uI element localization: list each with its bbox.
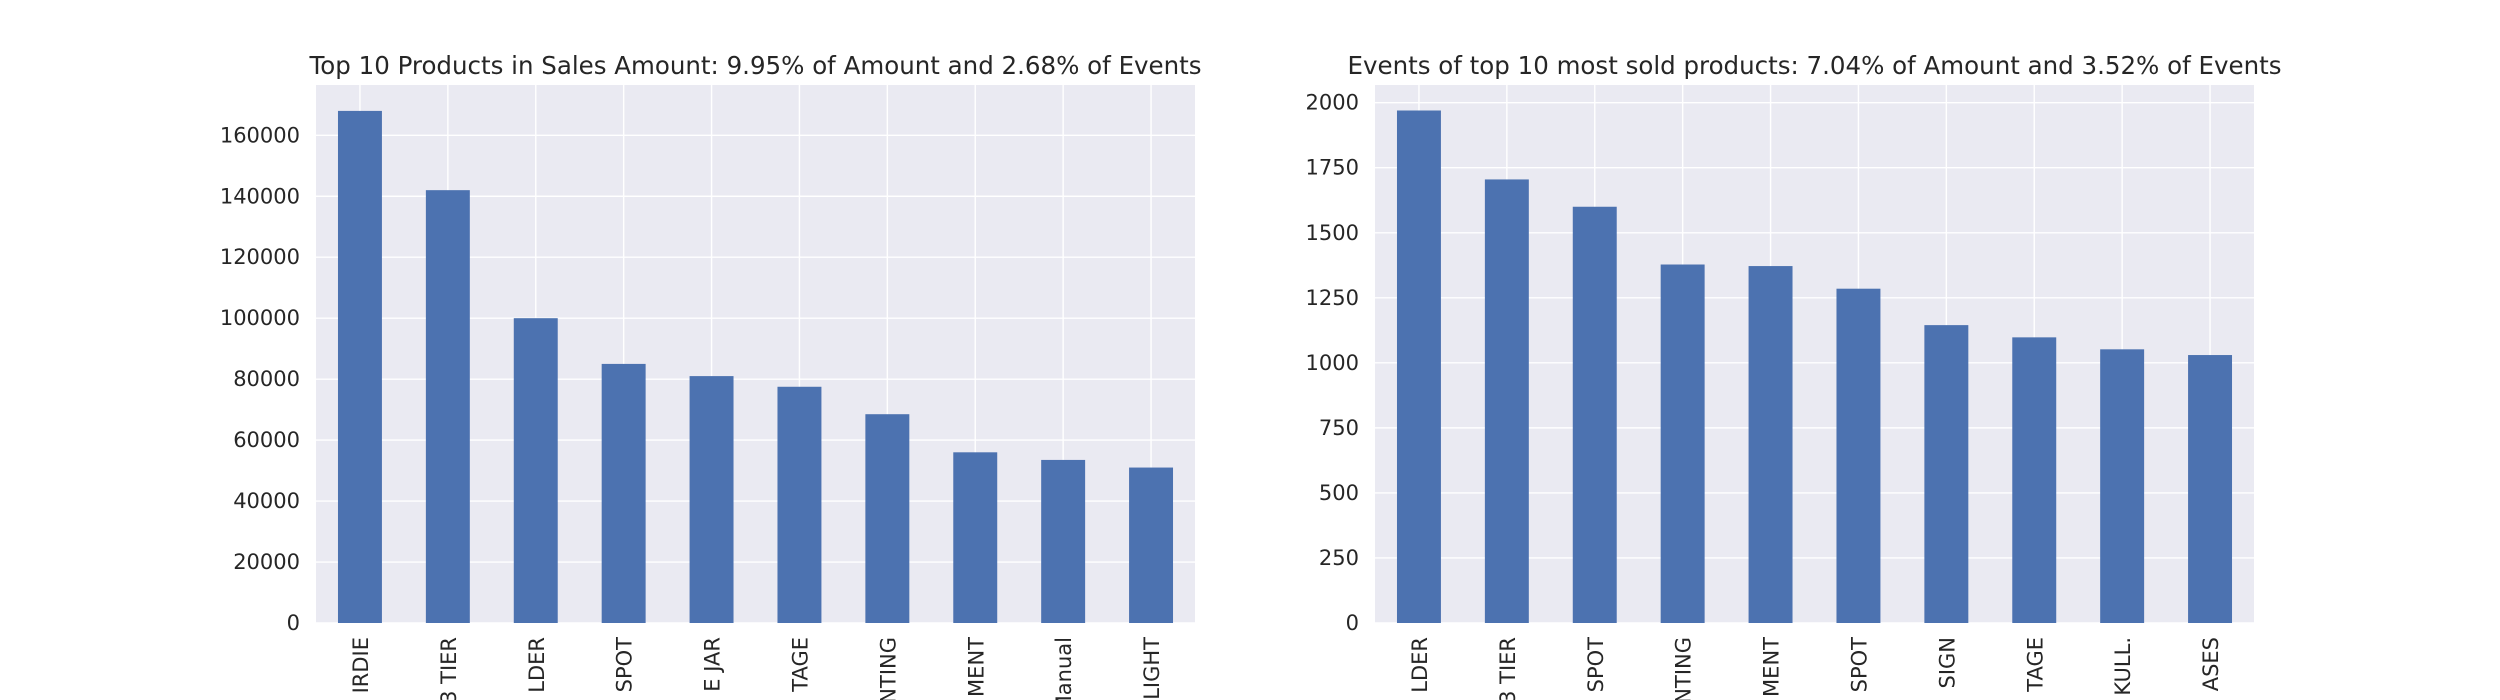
y-tick-label: 0 xyxy=(1346,611,1359,635)
bar xyxy=(2100,349,2145,623)
y-tick-label: 80000 xyxy=(233,367,300,391)
x-tick-label: 3 TIER xyxy=(1496,637,1520,700)
x-tick-label: LDER xyxy=(525,637,549,693)
y-tick-label: 1250 xyxy=(1306,286,1359,310)
bar xyxy=(1129,467,1174,623)
x-tick-label: SPOT xyxy=(1847,637,1871,693)
bar xyxy=(953,452,998,623)
y-tick-label: 250 xyxy=(1319,546,1359,570)
x-tick-label: TAGE xyxy=(2023,637,2047,693)
x-tick-label: TAGE xyxy=(788,637,812,693)
y-tick-label: 40000 xyxy=(233,489,300,513)
bar xyxy=(1748,266,1793,623)
y-tick-label: 1500 xyxy=(1306,221,1359,245)
y-tick-label: 20000 xyxy=(233,550,300,574)
x-tick-label: LDER xyxy=(1408,637,1432,693)
bar xyxy=(601,363,646,623)
x-axis-ticks: LDER 3 TIER SPOT NTING MENT SPOT SIGN TAGE KULL.… xyxy=(1408,637,2223,700)
x-tick-label: MENT xyxy=(1760,637,1784,697)
y-tick-label: 140000 xyxy=(220,184,300,208)
bar xyxy=(337,110,382,623)
bar xyxy=(2188,355,2233,623)
y-tick-label: 750 xyxy=(1319,416,1359,440)
bar xyxy=(1924,325,1969,623)
bar xyxy=(1572,206,1617,623)
x-tick-label: SPOT xyxy=(613,637,637,693)
bar xyxy=(865,414,910,623)
chart-title: Events of top 10 most sold products: 7.0… xyxy=(1348,51,2282,80)
bar xyxy=(425,190,470,623)
bar xyxy=(689,376,734,623)
y-tick-label: 500 xyxy=(1319,481,1359,505)
x-tick-label: 3 TIER xyxy=(437,637,461,700)
y-tick-label: 120000 xyxy=(220,245,300,269)
bars xyxy=(1396,110,2233,624)
bars xyxy=(337,110,1174,623)
bar xyxy=(1836,288,1881,623)
x-tick-label: NTING xyxy=(1672,637,1696,700)
y-tick-label: 100000 xyxy=(220,306,300,330)
y-tick-label: 160000 xyxy=(220,123,300,147)
x-tick-label: E JAR xyxy=(701,637,725,692)
x-tick-label: ASES xyxy=(2199,637,2223,691)
bar xyxy=(2012,337,2057,623)
x-tick-label: NTING xyxy=(876,637,900,700)
x-tick-label: LIGHT xyxy=(1140,637,1164,700)
bar xyxy=(1396,110,1441,623)
bar xyxy=(1660,264,1705,623)
y-tick-label: 1000 xyxy=(1306,351,1359,375)
y-tick-label: 0 xyxy=(287,611,300,635)
x-tick-label: SPOT xyxy=(1584,637,1608,693)
y-tick-label: 1750 xyxy=(1306,156,1359,180)
y-tick-label: 60000 xyxy=(233,428,300,452)
bar xyxy=(1484,179,1529,624)
sales-amount-chart: 0 20000 40000 60000 80000 100000 120000 140000 1… xyxy=(220,51,1202,700)
x-tick-label: MENT xyxy=(964,637,988,697)
bar xyxy=(513,318,558,623)
y-axis-ticks: 0 250 500 750 1000 1250 1500 1750 2000 xyxy=(1306,91,1359,635)
bar xyxy=(1041,459,1086,623)
chart-title: Top 10 Products in Sales Amount: 9.95% o… xyxy=(308,51,1201,80)
y-tick-label: 2000 xyxy=(1306,91,1359,115)
bar xyxy=(777,386,822,623)
y-axis-ticks: 0 20000 40000 60000 80000 100000 120000 140000 1… xyxy=(220,123,300,635)
x-axis-ticks: IRDIE 3 TIER LDER SPOT E JAR TAGE NTING MENT Man… xyxy=(349,637,1164,700)
x-tick-label: IRDIE xyxy=(349,637,373,693)
events-count-chart: 0 250 500 750 1000 1250 1500 1750 2000 LDER 3 TIE… xyxy=(1306,51,2282,700)
x-tick-label: SIGN xyxy=(1935,637,1959,689)
x-tick-label: Manual xyxy=(1052,637,1076,700)
x-tick-label: KULL. xyxy=(2111,637,2135,696)
